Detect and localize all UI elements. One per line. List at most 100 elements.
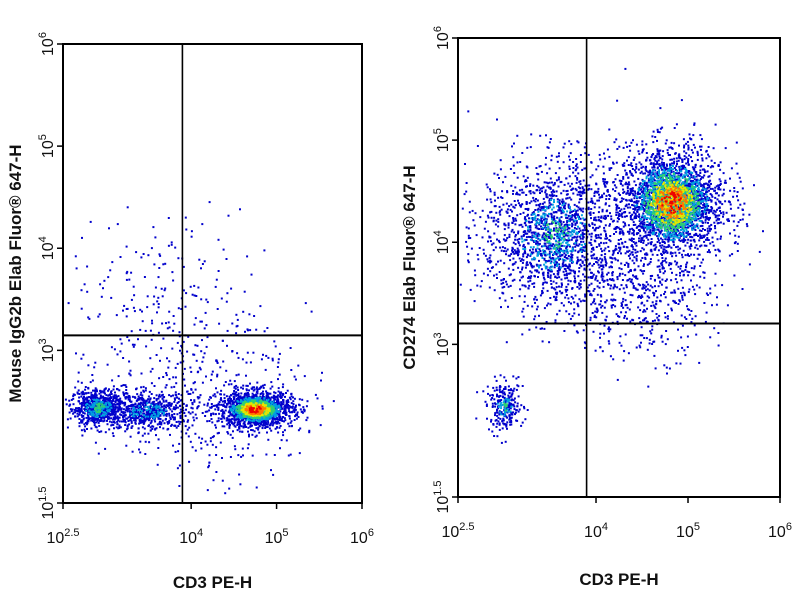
event-dot: [254, 397, 257, 400]
event-dot: [96, 398, 99, 401]
event-dot: [151, 367, 154, 370]
event-dot: [493, 375, 496, 378]
event-dot: [518, 408, 521, 411]
event-dot: [517, 240, 520, 243]
event-dot: [136, 414, 139, 416]
y-tick-label: 101.5: [37, 486, 57, 519]
event-dot: [491, 397, 494, 399]
event-dot: [487, 392, 489, 395]
event-dot: [269, 422, 272, 425]
event-dot: [87, 386, 90, 389]
event-dot: [114, 417, 117, 419]
event-dot: [102, 415, 105, 418]
event-dot: [223, 384, 226, 387]
event-dot: [155, 394, 158, 397]
event-dot: [270, 411, 273, 414]
event-dot: [276, 366, 279, 368]
event-dot: [565, 294, 568, 296]
event-dot: [285, 439, 288, 442]
event-dot: [139, 397, 142, 399]
event-dot: [240, 392, 243, 395]
event-dot: [108, 428, 111, 431]
event-dot: [498, 388, 501, 391]
event-dot: [254, 405, 257, 408]
event-dot: [288, 425, 291, 428]
event-dot: [243, 410, 246, 413]
event-dot: [234, 448, 237, 451]
event-dot: [511, 404, 514, 406]
event-dot: [123, 394, 125, 397]
event-dot: [183, 412, 186, 414]
event-dot: [282, 434, 285, 437]
event-dot: [283, 405, 286, 408]
event-dot: [118, 401, 121, 404]
event-dot: [124, 397, 127, 400]
event-dot: [256, 404, 259, 407]
event-dot: [515, 377, 518, 380]
event-dot: [522, 191, 525, 194]
event-dot: [183, 367, 186, 370]
event-dot: [206, 420, 209, 423]
event-dot: [68, 411, 71, 414]
event-dot: [133, 343, 136, 346]
event-dot: [262, 386, 265, 389]
event-dot: [243, 414, 245, 417]
event-dot: [544, 224, 547, 227]
event-dot: [165, 374, 168, 377]
event-dot: [129, 410, 132, 413]
event-dot: [547, 146, 550, 149]
event-dot: [110, 421, 113, 424]
event-dot: [155, 354, 158, 356]
event-dot: [162, 399, 165, 402]
event-dot: [182, 289, 185, 292]
event-dot: [94, 408, 96, 411]
event-dot: [130, 420, 133, 423]
event-dot: [168, 310, 171, 313]
event-dot: [511, 413, 514, 416]
event-dot: [157, 306, 160, 309]
event-dot: [190, 370, 193, 373]
event-dot: [206, 301, 209, 304]
event-dot: [189, 392, 192, 395]
event-dot: [253, 412, 256, 415]
event-dot: [89, 412, 92, 415]
event-dot: [129, 418, 132, 421]
event-dot: [136, 417, 139, 420]
event-dot: [505, 425, 508, 428]
event-dot: [221, 414, 224, 417]
event-dot: [199, 394, 202, 397]
event-dot: [499, 385, 502, 388]
event-dot: [615, 214, 618, 216]
event-dot: [134, 417, 137, 420]
event-dot: [154, 413, 157, 416]
event-dot: [253, 315, 256, 317]
event-dot: [173, 406, 176, 409]
event-dot: [117, 417, 120, 420]
event-dot: [133, 294, 136, 297]
event-dot: [101, 390, 104, 393]
event-dot: [160, 405, 163, 408]
event-dot: [258, 431, 261, 434]
event-dot: [552, 243, 555, 246]
event-dot: [566, 288, 569, 291]
event-dot: [104, 416, 107, 418]
event-dot: [138, 448, 140, 451]
event-dot: [75, 267, 78, 270]
event-dot: [255, 393, 257, 396]
event-dot: [204, 415, 207, 417]
event-dot: [505, 202, 508, 205]
event-dot: [127, 396, 130, 399]
event-dot: [261, 400, 264, 403]
event-dot: [133, 415, 136, 418]
event-dot: [262, 390, 264, 393]
event-dot: [221, 420, 224, 423]
event-dot: [112, 406, 115, 409]
event-dot: [509, 259, 512, 262]
event-dot: [287, 399, 289, 402]
event-dot: [193, 400, 196, 403]
event-dot: [290, 420, 293, 423]
event-dot: [100, 295, 103, 298]
event-dot: [248, 435, 250, 438]
event-dot: [500, 441, 503, 444]
event-dot: [160, 408, 163, 411]
